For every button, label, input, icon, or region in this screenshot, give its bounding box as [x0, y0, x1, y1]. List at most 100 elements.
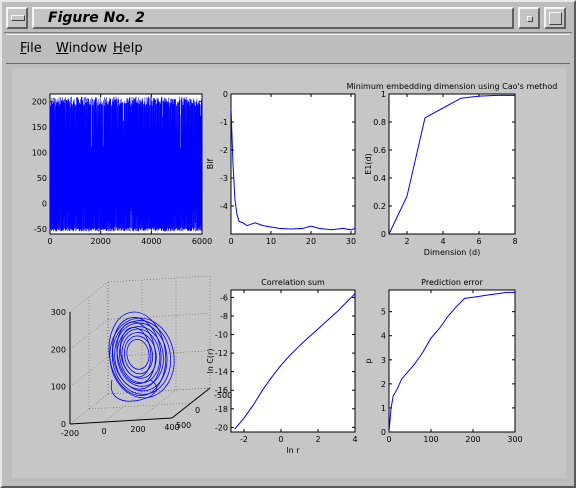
x-tick-label: 0 [47, 237, 52, 246]
y-tick-label: 0 [381, 230, 386, 239]
x-tick-label: 200 [130, 425, 145, 434]
series-line-cao [388, 94, 515, 235]
chart-title: Correlation sum [261, 278, 325, 287]
y-tick-label: -16 [215, 386, 228, 395]
y-tick-label: 0.2 [373, 202, 386, 211]
x-tick-label: 6000 [192, 237, 212, 246]
window-menu-button[interactable] [6, 7, 28, 29]
menu-help[interactable]: Help [113, 41, 143, 56]
axes-prederr: 0 100 200 300 0 1 2 3 4 5 Prediction error p [364, 278, 523, 444]
y-tick-label: 3 [381, 356, 386, 365]
y-tick-label: -6 [220, 293, 228, 302]
x-tick-label: 10 [266, 237, 276, 246]
maximize-button[interactable] [544, 7, 566, 29]
attractor-loop [116, 326, 164, 387]
y-tick-label: 1 [381, 404, 386, 413]
y-tick-label: 0.6 [373, 146, 386, 155]
x-tick-label: 0 [101, 427, 106, 436]
attractor-loop [108, 311, 167, 396]
z-tick-label: 0 [61, 420, 66, 429]
y-tick-label: -1 [220, 118, 228, 127]
x-axis-label: Dimension (d) [424, 248, 480, 257]
y-tick-label: 1 [381, 90, 386, 99]
y-tick-label: -18 [215, 405, 228, 414]
x-tick-label: 4000 [141, 237, 161, 246]
grid-line [107, 313, 211, 320]
x-tick-label: -2 [240, 435, 248, 444]
y-axis-label: E1(d) [364, 153, 373, 174]
attractor-loop [111, 320, 171, 395]
x-axis-label: ln r [286, 446, 300, 455]
grid-line [107, 387, 211, 395]
y-tick-label: 0.8 [373, 118, 386, 127]
title-bar: Figure No. 2 [4, 4, 572, 33]
window-title: Figure No. 2 [32, 7, 514, 29]
y-tick-label: 500 [176, 421, 191, 430]
series-line-timeseries [49, 96, 203, 232]
x-tick-label: 100 [423, 435, 438, 444]
series-line-bif [230, 107, 356, 231]
y-tick-label: 0.4 [373, 174, 386, 183]
y-tick-label: 2 [381, 380, 386, 389]
chart-title: Prediction error [421, 278, 483, 287]
x-axis-line [69, 417, 173, 425]
menu-window[interactable]: Window [56, 41, 108, 56]
grid-line [88, 402, 192, 410]
series-line-prederr [388, 291, 515, 433]
y-tick-label: 150 [32, 123, 47, 132]
maximize-icon [549, 12, 562, 25]
y-tick-label: 0 [381, 428, 386, 437]
menu-file[interactable]: File [20, 41, 42, 56]
minimize-icon [527, 16, 533, 22]
plot-area-cao [388, 93, 516, 235]
x-tick-label: 6 [476, 237, 481, 246]
z-tick-label: 300 [51, 308, 66, 317]
menu-bar: File Window Help [6, 34, 570, 64]
y-tick-label: -12 [215, 349, 228, 358]
y-tick-label: 200 [32, 98, 47, 107]
y-axis-label: p [364, 358, 373, 363]
y-tick-label: -4 [220, 202, 228, 211]
y-tick-label: 100 [32, 149, 47, 158]
attractor-loop [114, 322, 168, 392]
attractor-loop [124, 335, 154, 375]
axes-bif: 0 10 20 30 -4 -3 -2 -1 0 Bif [206, 90, 356, 246]
attractor-loop [126, 338, 150, 370]
grid-line [69, 319, 109, 350]
plot-area-prederr [388, 289, 516, 433]
x-tick-label: 4 [352, 435, 357, 444]
series-line-corrsum [234, 293, 356, 430]
attractor-loop [121, 332, 157, 379]
attractor-loop [112, 317, 162, 390]
y-axis-label: Bif [206, 159, 215, 170]
y-tick-label: 5 [381, 308, 386, 317]
x-tick-label: 30 [346, 237, 356, 246]
attractor-loop [119, 326, 152, 378]
y-tick-label: 50 [37, 174, 47, 183]
x-tick-label: -200 [61, 429, 79, 438]
y-tick-label: 0 [195, 406, 200, 415]
attractor-loop [116, 321, 156, 384]
x-tick-label: 20 [306, 237, 316, 246]
x-tick-label: 2 [404, 237, 409, 246]
chart-title: Minimum embedding dimension using Cao's … [347, 82, 558, 91]
grid-line [107, 275, 211, 283]
grid-line [69, 356, 109, 387]
y-tick-label: -20 [215, 423, 228, 432]
x-tick-label: 400 [164, 423, 179, 432]
grid-line [137, 389, 177, 421]
figure-canvas: 0 2000 4000 6000 -50 0 50 100 150 200 0 10 20 30 -4 -3-… [12, 68, 566, 478]
plot-area-bif [230, 93, 356, 235]
y-tick-label: -8 [220, 312, 228, 321]
y-tick-label: -14 [215, 368, 228, 377]
x-tick-label: 0 [228, 237, 233, 246]
y-axis-label: ln C(r) [206, 349, 215, 374]
grid-line [107, 350, 211, 357]
y-tick-label: -2 [220, 146, 228, 155]
minimize-button[interactable] [518, 7, 540, 29]
x-tick-label: 300 [507, 435, 522, 444]
